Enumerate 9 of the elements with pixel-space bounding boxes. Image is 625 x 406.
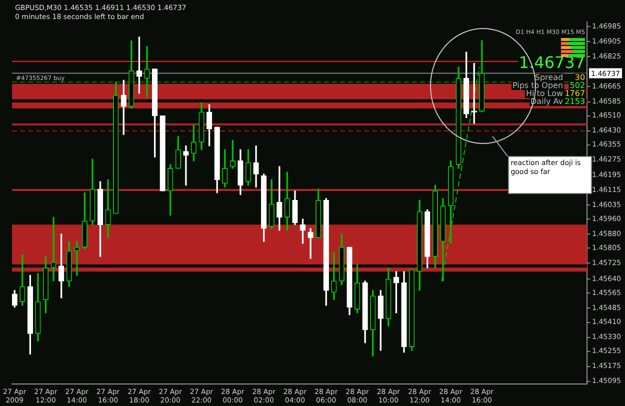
candlestick xyxy=(183,146,189,186)
annotation: 30 xyxy=(574,73,586,82)
annotation: 502 xyxy=(570,81,586,90)
annotation: Spread xyxy=(534,73,564,82)
candlestick xyxy=(308,228,314,259)
annotation: 2153 xyxy=(564,97,586,106)
candlestick xyxy=(144,46,150,98)
annotation: 1767 xyxy=(564,89,586,98)
annotation: Hi to Low xyxy=(526,89,564,98)
